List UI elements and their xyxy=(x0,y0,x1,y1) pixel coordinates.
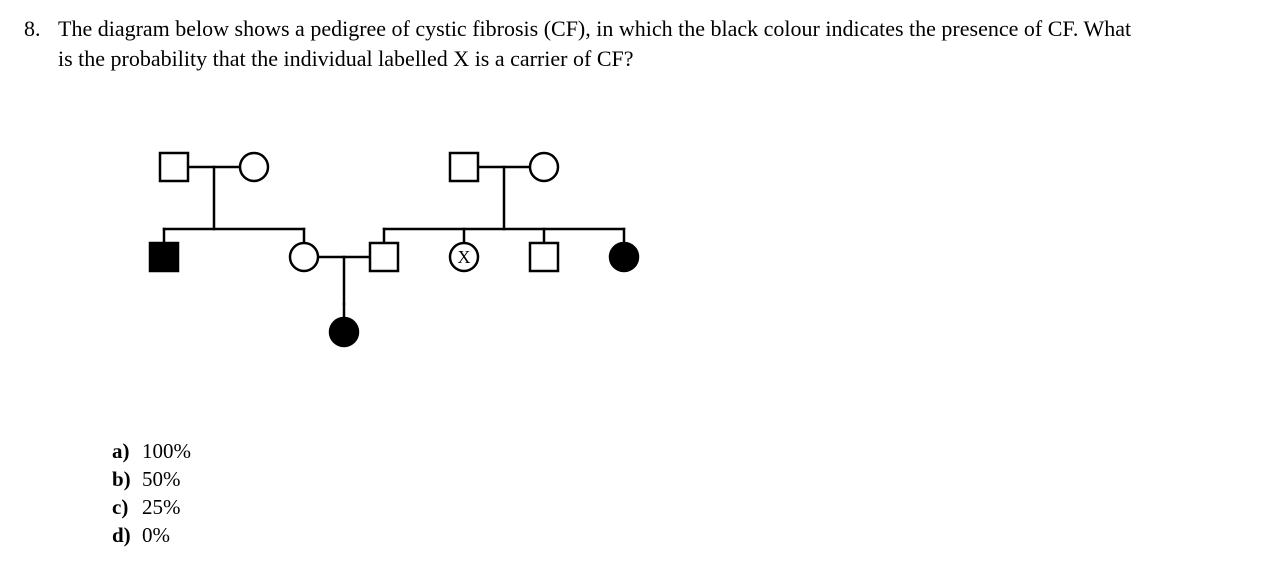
option-c-text: 25% xyxy=(142,493,181,521)
pedigree-male xyxy=(160,153,188,181)
question-text: The diagram below shows a pedigree of cy… xyxy=(58,14,1138,74)
option-a-text: 100% xyxy=(142,437,191,465)
pedigree-female xyxy=(290,243,318,271)
pedigree-female xyxy=(240,153,268,181)
option-d-text: 0% xyxy=(142,521,170,549)
question-row: 8. The diagram below shows a pedigree of… xyxy=(24,14,1255,74)
option-a: a) 100% xyxy=(112,437,1255,465)
pedigree-male xyxy=(370,243,398,271)
answer-options: a) 100% b) 50% c) 25% d) 0% xyxy=(112,437,1255,549)
pedigree-male xyxy=(450,153,478,181)
option-c-label: c) xyxy=(112,493,142,521)
pedigree-female xyxy=(530,153,558,181)
pedigree-female xyxy=(330,318,358,346)
pedigree-female xyxy=(610,243,638,271)
option-b-label: b) xyxy=(112,465,142,493)
pedigree-male xyxy=(150,243,178,271)
option-b: b) 50% xyxy=(112,465,1255,493)
pedigree-male xyxy=(530,243,558,271)
page: 8. The diagram below shows a pedigree of… xyxy=(0,0,1279,573)
option-a-label: a) xyxy=(112,437,142,465)
option-c: c) 25% xyxy=(112,493,1255,521)
pedigree-mark: X xyxy=(458,247,471,267)
option-d: d) 0% xyxy=(112,521,1255,549)
option-b-text: 50% xyxy=(142,465,181,493)
pedigree-diagram: X xyxy=(134,142,694,352)
question-number: 8. xyxy=(24,14,58,44)
option-d-label: d) xyxy=(112,521,142,549)
pedigree-diagram-wrap: X xyxy=(24,142,1255,357)
